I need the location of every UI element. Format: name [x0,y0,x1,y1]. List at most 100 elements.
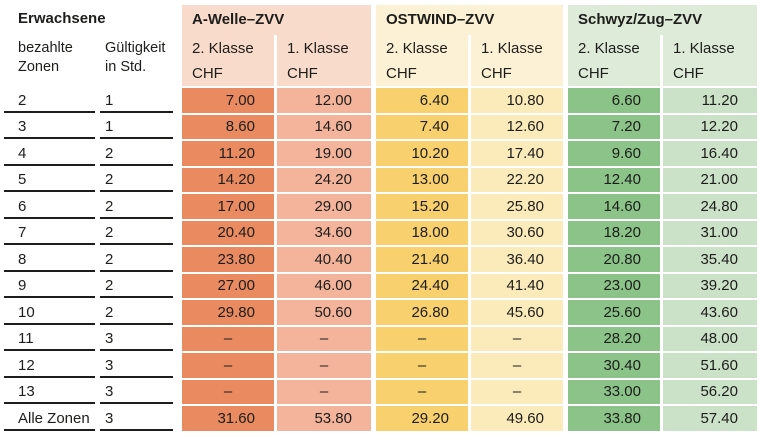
price-cell-awelle-2kl: 23.80 [182,247,274,272]
price-cell-schwyz-2kl: 12.40 [568,167,660,192]
price-cell-schwyz-1kl: 35.40 [663,247,757,272]
currency-label: CHF [287,64,318,82]
zones-cell: Alle Zonen [4,406,95,431]
price-cell-ostwind-1kl: 25.80 [471,194,563,219]
class1-column-header: 1. Klasse CHF [471,35,563,86]
validity-cell: 2 [100,141,173,166]
price-cell-schwyz-2kl: 23.00 [568,273,660,298]
currency-label: CHF [673,64,704,82]
price-cell-ostwind-1kl: 10.80 [471,88,563,113]
class1-label: 1. Klasse [673,40,735,57]
price-cell-awelle-2kl: 27.00 [182,273,274,298]
class1-label: 1. Klasse [481,40,543,57]
price-cell-schwyz-1kl: 57.40 [663,406,757,431]
zones-cell: 9 [4,274,95,298]
validity-column-header: Gültigkeit in Std. [105,40,166,75]
price-cell-ostwind-2kl: 7.40 [376,114,468,139]
price-cell-awelle-1kl: 12.00 [277,88,371,113]
price-cell-ostwind-2kl: 18.00 [376,220,468,245]
column-divider [468,35,471,86]
table-row: 11 3 – – – – 28.20 48.00 [0,326,757,351]
price-cell-ostwind-1kl: – [471,326,563,351]
table-row: 12 3 – – – – 30.40 51.60 [0,353,757,378]
class1-column-header: 1. Klasse CHF [663,35,757,86]
section-header-ostwind: OSTWIND–ZVV 2. Klasse CHF 1. Klasse CHF [376,5,563,86]
class2-column-header: 2. Klasse CHF [182,35,274,86]
table-row: 2 1 7.00 12.00 6.40 10.80 6.60 11.20 [0,88,757,113]
price-cell-schwyz-2kl: 7.20 [568,114,660,139]
price-cell-schwyz-2kl: 14.60 [568,194,660,219]
price-cell-ostwind-1kl: 45.60 [471,300,563,325]
price-cell-awelle-1kl: 34.60 [277,220,371,245]
class2-label: 2. Klasse [578,40,640,57]
price-cell-ostwind-1kl: 17.40 [471,141,563,166]
section-title-schwyz-zug: Schwyz/Zug–ZVV [578,11,703,28]
zones-cell: 13 [4,380,95,404]
table-row: 5 2 14.20 24.20 13.00 22.20 12.40 21.00 [0,167,757,192]
price-cell-awelle-1kl: 46.00 [277,273,371,298]
price-cell-schwyz-1kl: 11.20 [663,88,757,113]
class2-column-header: 2. Klasse CHF [568,35,660,86]
price-cell-schwyz-1kl: 16.40 [663,141,757,166]
table-row: 10 2 29.80 50.60 26.80 45.60 25.60 43.60 [0,300,757,325]
price-cell-awelle-1kl: 14.60 [277,114,371,139]
price-cell-schwyz-2kl: 33.80 [568,406,660,431]
price-cell-schwyz-1kl: 24.80 [663,194,757,219]
price-cell-awelle-2kl: 14.20 [182,167,274,192]
price-cell-ostwind-2kl: 13.00 [376,167,468,192]
price-cell-ostwind-1kl: 30.60 [471,220,563,245]
zones-column-header: bezahlte Zonen [18,40,73,75]
price-cell-ostwind-1kl: – [471,379,563,404]
price-cell-ostwind-2kl: 15.20 [376,194,468,219]
price-cell-schwyz-2kl: 20.80 [568,247,660,272]
price-cell-ostwind-1kl: 41.40 [471,273,563,298]
price-cell-awelle-1kl: 53.80 [277,406,371,431]
price-cell-awelle-1kl: 19.00 [277,141,371,166]
section-title-ostwind: OSTWIND–ZVV [386,11,495,28]
price-cell-awelle-2kl: 20.40 [182,220,274,245]
price-cell-awelle-1kl: – [277,326,371,351]
validity-cell: 1 [100,88,173,113]
validity-cell: 2 [100,247,173,272]
price-cell-ostwind-2kl: – [376,379,468,404]
validity-cell: 3 [100,380,173,404]
validity-cell: 2 [100,300,173,325]
class2-label: 2. Klasse [386,40,448,57]
price-cell-awelle-1kl: 29.00 [277,194,371,219]
price-cell-awelle-1kl: 40.40 [277,247,371,272]
price-cell-awelle-1kl: – [277,379,371,404]
price-cell-awelle-2kl: – [182,379,274,404]
currency-label: CHF [578,64,609,82]
price-cell-schwyz-2kl: 18.20 [568,220,660,245]
validity-cell: 3 [100,353,173,378]
price-cell-awelle-2kl: 11.20 [182,141,274,166]
zones-cell: 7 [4,221,95,245]
price-cell-schwyz-1kl: 51.60 [663,353,757,378]
price-cell-schwyz-1kl: 21.00 [663,167,757,192]
validity-cell: 3 [100,406,173,431]
price-cell-ostwind-2kl: 29.20 [376,406,468,431]
table-row: 7 2 20.40 34.60 18.00 30.60 18.20 31.00 [0,220,757,245]
table-row: 6 2 17.00 29.00 15.20 25.80 14.60 24.80 [0,194,757,219]
zones-cell: 10 [4,300,95,325]
audience-title: Erwachsene [18,10,106,27]
price-cell-schwyz-1kl: 39.20 [663,273,757,298]
price-cell-ostwind-2kl: – [376,326,468,351]
price-cell-ostwind-1kl: 12.60 [471,114,563,139]
price-cell-schwyz-1kl: 48.00 [663,326,757,351]
zones-cell: 5 [4,168,95,192]
column-divider [660,35,663,86]
price-cell-schwyz-1kl: 43.60 [663,300,757,325]
section-columns: 2. Klasse CHF 1. Klasse CHF [376,35,563,86]
zones-cell: 11 [4,327,95,351]
section-header-schwyz-zug: Schwyz/Zug–ZVV 2. Klasse CHF 1. Klasse C… [568,5,757,86]
price-cell-awelle-2kl: – [182,326,274,351]
section-header-awelle: A-Welle–ZVV 2. Klasse CHF 1. Klasse CHF [182,5,371,86]
class1-label: 1. Klasse [287,40,349,57]
price-cell-awelle-1kl: 24.20 [277,167,371,192]
validity-cell: 3 [100,327,173,351]
zones-cell: 6 [4,194,95,219]
price-cell-ostwind-2kl: 10.20 [376,141,468,166]
zones-cell: 2 [4,88,95,113]
price-cell-schwyz-2kl: 25.60 [568,300,660,325]
